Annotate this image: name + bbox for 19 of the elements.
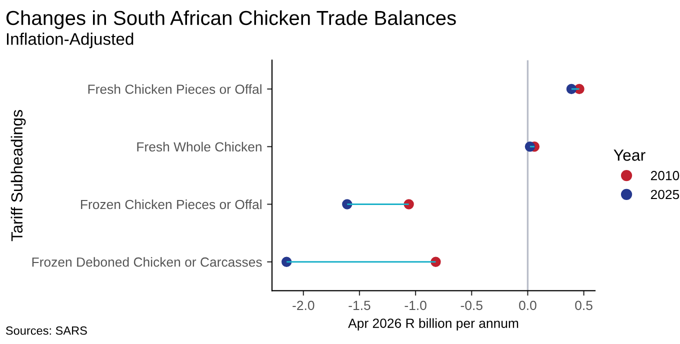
- y-tick-label: Frozen Deboned Chicken or Carcasses: [32, 257, 262, 267]
- point: [566, 84, 577, 94]
- x-tick-label: -1.0: [404, 300, 426, 310]
- y-tick-label: Frozen Chicken Pieces or Offal: [81, 199, 262, 210]
- y-tick-label: Fresh Whole Chicken: [137, 142, 262, 152]
- x-tick-label: -0.5: [460, 300, 482, 310]
- y-tick-label: Fresh Chicken Pieces or Offal: [88, 84, 262, 94]
- y-axis-title: Tariff Subheadings: [10, 110, 26, 242]
- x-tick-label: -2.0: [292, 300, 314, 310]
- chart-title: Changes in South African Chicken Trade Balances: [6, 10, 456, 30]
- x-tick-label: -1.5: [348, 300, 370, 310]
- source-note: Sources: SARS: [6, 326, 87, 335]
- x-axis-title: Apr 2026 R billion per annum: [348, 318, 518, 331]
- legend-title: Year: [614, 150, 646, 161]
- legend-label: 2010: [650, 170, 680, 180]
- x-tick-label: 0.5: [575, 300, 592, 310]
- legend-label: 2025: [650, 190, 680, 200]
- text: Inflation-Adjusted: [6, 32, 134, 48]
- x-tick-label: 0.0: [519, 300, 536, 310]
